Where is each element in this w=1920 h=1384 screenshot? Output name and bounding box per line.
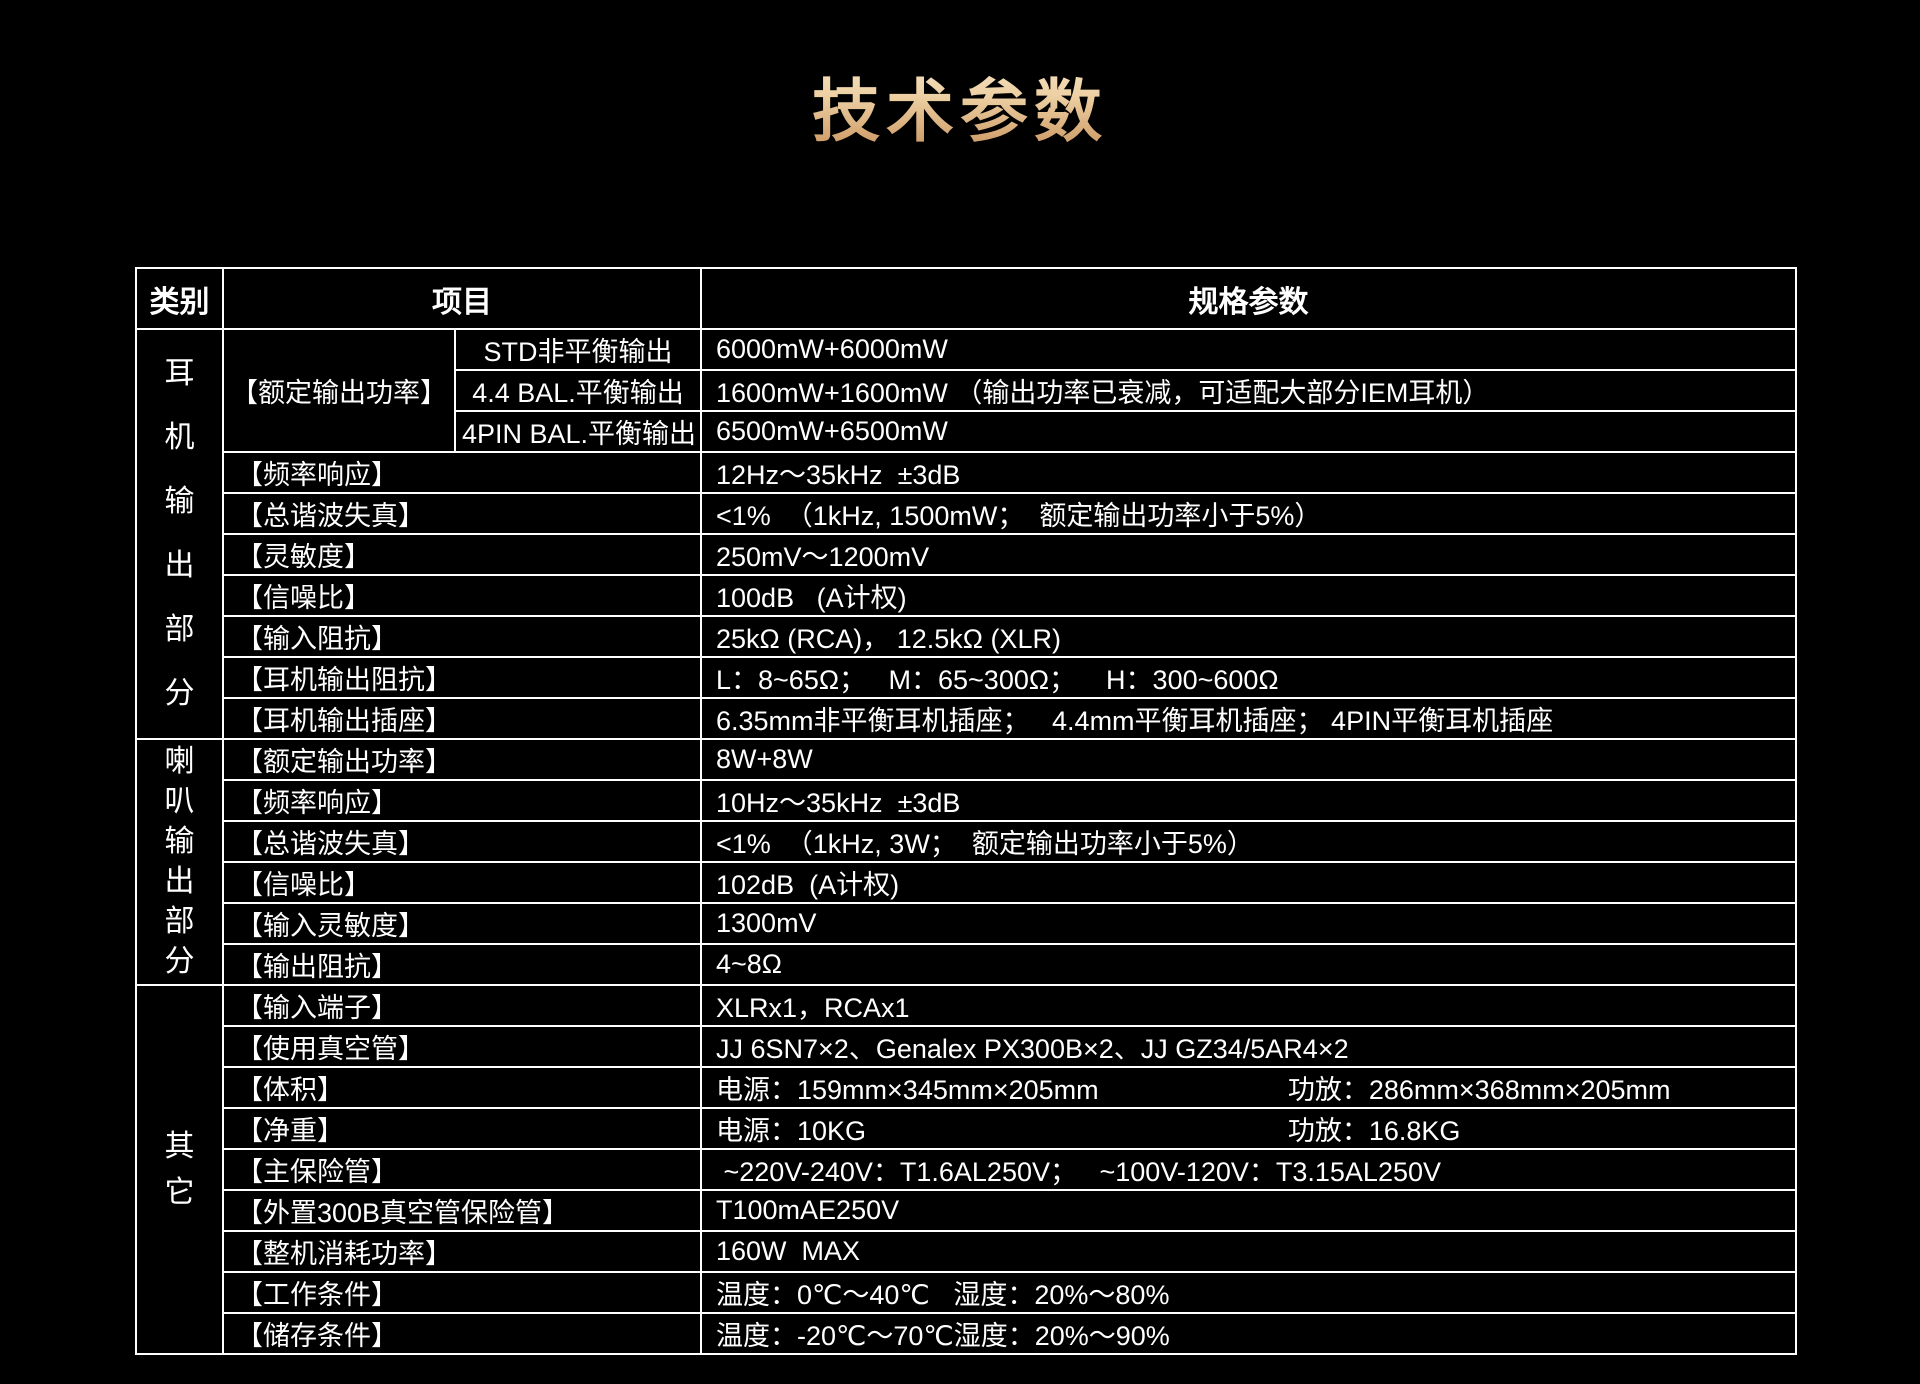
category-cell: 其 它 <box>135 984 224 1355</box>
spec-cell: 100dB (A计权) <box>700 574 1797 617</box>
spec-cell: 1600mW+1600mW （输出功率已衰减，可适配大部分IEM耳机） <box>700 369 1797 412</box>
header-cell-item: 项目 <box>222 267 702 330</box>
item-cell: 【耳机输出阻抗】 <box>222 656 702 699</box>
item-cell: 【外置300B真空管保险管】 <box>222 1189 702 1232</box>
item-cell: 【额定输出功率】 <box>222 738 702 781</box>
item-cell: 【体积】 <box>222 1066 702 1109</box>
spec-cell: 8W+8W <box>700 738 1797 781</box>
category-cell: 喇 叭 输 出 部 分 <box>135 738 224 986</box>
table-row: 【信噪比】 102dB (A计权) <box>136 861 1797 904</box>
table-row: 其 它【输入端子】 XLRx1，RCAx1 <box>135 984 1797 1355</box>
item-cell: 【输入端子】 <box>222 984 702 1027</box>
header-cell-spec: 规格参数 <box>700 267 1797 330</box>
spec-cell: 10Hz～35kHz ±3dB <box>700 779 1797 822</box>
spec-part-secondary: 湿度：20%～90% <box>953 1321 1170 1351</box>
table-row: 【体积】 电源：159mm×345mm×205mm 功放：286mm×368mm×2… <box>136 1066 1797 1109</box>
item-cell: 【频率响应】 <box>222 451 702 494</box>
table-row: 【净重】 电源：10KG 功放：16.8KG <box>136 1107 1797 1150</box>
spec-cell: 6.35mm非平衡耳机插座； 4.4mm平衡耳机插座； 4PIN平衡耳机插座 <box>700 697 1797 740</box>
table-row: 【输入灵敏度】 1300mV <box>136 902 1797 945</box>
spec-table-container: 类别 项目 规格参数 耳 机 输 出 部 分【额定输出功率】 STD非平衡输出 60… <box>135 267 1797 1355</box>
sub-item-cell: 4PIN BAL.平衡输出 <box>454 410 702 453</box>
table-row: 【输出阻抗】 4~8Ω <box>136 943 1797 986</box>
item-cell: 【主保险管】 <box>222 1148 702 1191</box>
table-row: 【耳机输出插座】 6.35mm非平衡耳机插座； 4.4mm平衡耳机插座； 4PIN… <box>136 697 1797 740</box>
spec-parts-row: 温度：-20℃～70℃ 湿度：20%～90% <box>703 1315 1794 1352</box>
item-cell: 【输出阻抗】 <box>222 943 702 986</box>
table-row: 【主保险管】 ~220V-240V：T1.6AL250V； ~100V-120V… <box>136 1148 1797 1191</box>
spec-cell: 温度：-20℃～70℃ 湿度：20%～90% <box>700 1312 1797 1355</box>
header-cell-category: 类别 <box>135 267 224 330</box>
table-row: 【频率响应】 10Hz～35kHz ±3dB <box>136 779 1797 822</box>
spec-part-primary: 电源：159mm×345mm×205mm <box>716 1075 1099 1105</box>
table-row: 【外置300B真空管保险管】 T100mAE250V <box>136 1189 1797 1232</box>
spec-cell: T100mAE250V <box>700 1189 1797 1232</box>
table-row: 【总谐波失真】 <1% （1kHz, 1500mW； 额定输出功率小于5%） <box>136 492 1797 535</box>
item-cell: 【信噪比】 <box>222 861 702 904</box>
spec-part-secondary: 湿度：20%～80% <box>953 1280 1170 1310</box>
spec-cell: 1300mV <box>700 902 1797 945</box>
spec-cell: <1% （1kHz, 1500mW； 额定输出功率小于5%） <box>700 492 1797 535</box>
item-cell: 【耳机输出插座】 <box>222 697 702 740</box>
item-cell: 【使用真空管】 <box>222 1025 702 1068</box>
item-cell: 【工作条件】 <box>222 1271 702 1314</box>
spec-table: 类别 项目 规格参数 耳 机 输 出 部 分【额定输出功率】 STD非平衡输出 60… <box>135 267 1797 1355</box>
spec-parts-row: 电源：159mm×345mm×205mm 功放：286mm×368mm×205mm <box>703 1069 1794 1106</box>
spec-cell: <1% （1kHz, 3W； 额定输出功率小于5%） <box>700 820 1797 863</box>
table-row: 4PIN BAL.平衡输出 6500mW+6500mW <box>136 410 1797 453</box>
spec-part-primary: 温度：-20℃～70℃ <box>716 1321 954 1351</box>
item-cell: 【储存条件】 <box>222 1312 702 1355</box>
item-cell: 【净重】 <box>222 1107 702 1150</box>
table-row: 【总谐波失真】 <1% （1kHz, 3W； 额定输出功率小于5%） <box>136 820 1797 863</box>
spec-cell: JJ 6SN7×2、Genalex PX300B×2、JJ GZ34/5AR4×… <box>700 1025 1797 1068</box>
table-row: 【使用真空管】 JJ 6SN7×2、Genalex PX300B×2、JJ GZ3… <box>136 1025 1797 1068</box>
item-cell: 【整机消耗功率】 <box>222 1230 702 1273</box>
item-cell: 【总谐波失真】 <box>222 492 702 535</box>
spec-cell: XLRx1，RCAx1 <box>700 984 1797 1027</box>
table-row: 【信噪比】 100dB (A计权) <box>136 574 1797 617</box>
item-cell: 【频率响应】 <box>222 779 702 822</box>
spec-cell: 4~8Ω <box>700 943 1797 986</box>
spec-cell: 102dB (A计权) <box>700 861 1797 904</box>
table-row: 【输入阻抗】 25kΩ (RCA)， 12.5kΩ (XLR) <box>136 615 1797 658</box>
table-row: 【储存条件】 温度：-20℃～70℃ 湿度：20%～90% <box>136 1312 1797 1355</box>
spec-cell: 电源：159mm×345mm×205mm 功放：286mm×368mm×205mm <box>700 1066 1797 1109</box>
spec-part-secondary: 功放：286mm×368mm×205mm <box>1287 1075 1671 1105</box>
spec-cell: 160W MAX <box>700 1230 1797 1273</box>
spec-cell: L：8~65Ω； M：65~300Ω； H：300~600Ω <box>700 656 1797 699</box>
spec-parts-row: 温度：0℃～40℃ 湿度：20%～80% <box>703 1274 1794 1311</box>
item-cell: 【信噪比】 <box>222 574 702 617</box>
spec-cell: 25kΩ (RCA)， 12.5kΩ (XLR) <box>700 615 1797 658</box>
sub-item-cell: STD非平衡输出 <box>454 328 702 371</box>
table-row: 【工作条件】 温度：0℃～40℃ 湿度：20%～80% <box>136 1271 1797 1314</box>
table-row: 【频率响应】 12Hz～35kHz ±3dB <box>136 451 1797 494</box>
table-row: 喇 叭 输 出 部 分【额定输出功率】 8W+8W <box>135 738 1797 986</box>
spec-cell: ~220V-240V：T1.6AL250V； ~100V-120V：T3.15A… <box>700 1148 1797 1191</box>
item-cell: 【总谐波失真】 <box>222 820 702 863</box>
item-cell: 【输入阻抗】 <box>222 615 702 658</box>
item-cell: 【额定输出功率】 <box>222 328 456 453</box>
category-cell: 耳 机 输 出 部 分 <box>135 328 224 740</box>
spec-cell: 6500mW+6500mW <box>700 410 1797 453</box>
spec-cell: 6000mW+6000mW <box>700 328 1797 371</box>
table-row: 4.4 BAL.平衡输出 1600mW+1600mW （输出功率已衰减，可适配大部… <box>136 369 1797 412</box>
spec-cell: 电源：10KG 功放：16.8KG <box>700 1107 1797 1150</box>
item-cell: 【灵敏度】 <box>222 533 702 576</box>
page-title: 技术参数 <box>0 56 1920 155</box>
spec-cell: 温度：0℃～40℃ 湿度：20%～80% <box>700 1271 1797 1314</box>
spec-part-primary: 温度：0℃～40℃ <box>716 1280 930 1310</box>
table-body: 耳 机 输 出 部 分【额定输出功率】 STD非平衡输出 6000mW+6000mW… <box>135 328 1797 1355</box>
spec-cell: 250mV～1200mV <box>700 533 1797 576</box>
item-cell: 【输入灵敏度】 <box>222 902 702 945</box>
spec-parts-row: 电源：10KG 功放：16.8KG <box>703 1110 1794 1147</box>
table-row: 【耳机输出阻抗】 L：8~65Ω； M：65~300Ω； H：300~600Ω <box>136 656 1797 699</box>
table-row: 耳 机 输 出 部 分【额定输出功率】 STD非平衡输出 6000mW+6000mW <box>135 328 1797 740</box>
spec-part-secondary: 功放：16.8KG <box>1287 1116 1461 1146</box>
spec-cell: 12Hz～35kHz ±3dB <box>700 451 1797 494</box>
table-header-row: 类别 项目 规格参数 <box>135 267 1797 330</box>
table-row: 【整机消耗功率】 160W MAX <box>136 1230 1797 1273</box>
sub-item-cell: 4.4 BAL.平衡输出 <box>454 369 702 412</box>
table-row: 【灵敏度】 250mV～1200mV <box>136 533 1797 576</box>
spec-part-primary: 电源：10KG <box>716 1116 867 1146</box>
